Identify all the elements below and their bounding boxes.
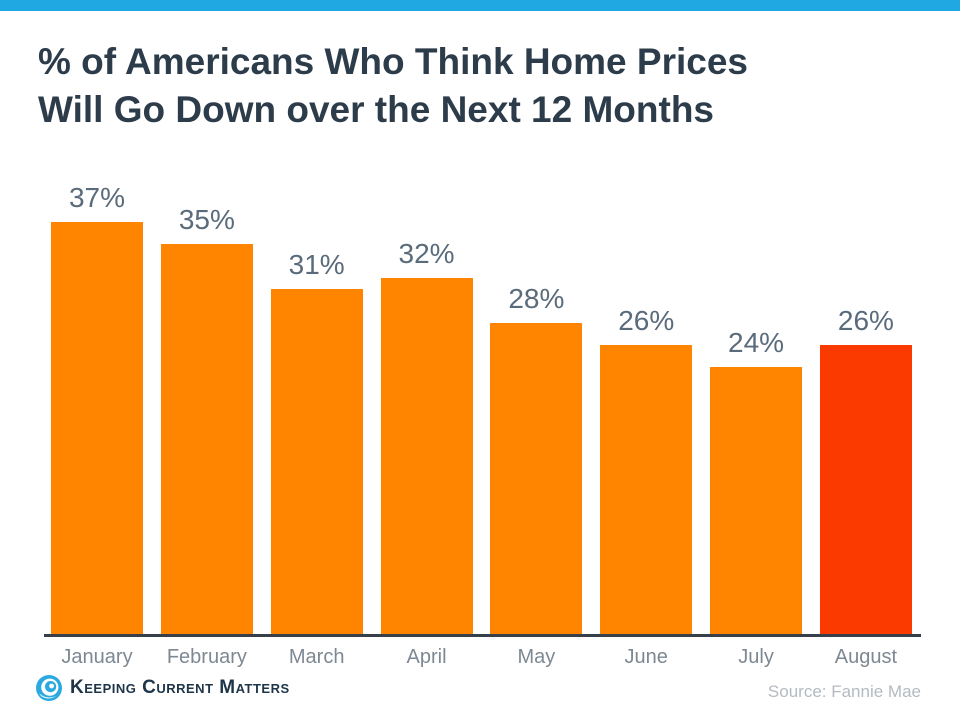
x-tick-label: March <box>288 646 345 668</box>
bar-group-may: 28% May <box>490 0 583 668</box>
chart-title-line1: % of Americans Who Think Home Prices <box>38 41 749 82</box>
bar-group-march: 31% March <box>270 0 363 668</box>
bar-july <box>710 367 803 636</box>
x-tick-label: June <box>624 646 668 668</box>
bar-value-label: 32% <box>398 238 455 269</box>
x-tick-label: February <box>166 646 247 668</box>
bar-june <box>600 345 693 636</box>
x-tick-label: August <box>834 646 898 668</box>
x-tick-label: May <box>517 646 556 668</box>
bar-value-label: 28% <box>508 283 565 314</box>
top-accent-bar <box>0 0 960 11</box>
bar-value-label: 37% <box>68 182 126 213</box>
source-credit: Source: Fannie Mae <box>767 682 921 701</box>
bar-group-august: 26% August <box>819 0 912 668</box>
bar-group-january: 37% January <box>51 0 143 668</box>
x-tick-label: January <box>61 646 133 668</box>
bar-march <box>270 289 363 636</box>
chart-title-line2: Will Go Down over the Next 12 Months <box>38 89 715 130</box>
bar-group-july: 24% July <box>710 0 803 668</box>
kcm-logo-text: Keeping Current Matters <box>70 677 290 698</box>
bar-group-february: 35% February <box>160 0 253 668</box>
bar-may <box>490 323 583 636</box>
bar-value-label: 24% <box>728 327 785 358</box>
bar-chart: 37% January 35% February 31% March 32% April 28%… <box>44 0 921 668</box>
kcm-swirl-icon <box>36 675 62 701</box>
kcm-logo: Keeping Current Matters <box>36 674 290 702</box>
bar-value-label: 26% <box>837 305 894 336</box>
bar-group-june: 26% June <box>600 0 693 668</box>
x-tick-label: July <box>738 646 774 668</box>
bar-april <box>380 278 473 636</box>
bar-value-label: 31% <box>288 249 345 280</box>
chart-title: % of Americans Who Think Home Prices Wil… <box>38 38 918 134</box>
x-tick-label: April <box>406 646 447 668</box>
bar-august <box>819 345 912 636</box>
bar-value-label: 26% <box>618 305 675 336</box>
bar-group-april: 32% April <box>380 0 473 668</box>
bar-value-label: 35% <box>178 204 235 235</box>
bar-february <box>160 244 253 636</box>
x-axis-line <box>44 634 921 637</box>
bar-january <box>51 222 143 636</box>
